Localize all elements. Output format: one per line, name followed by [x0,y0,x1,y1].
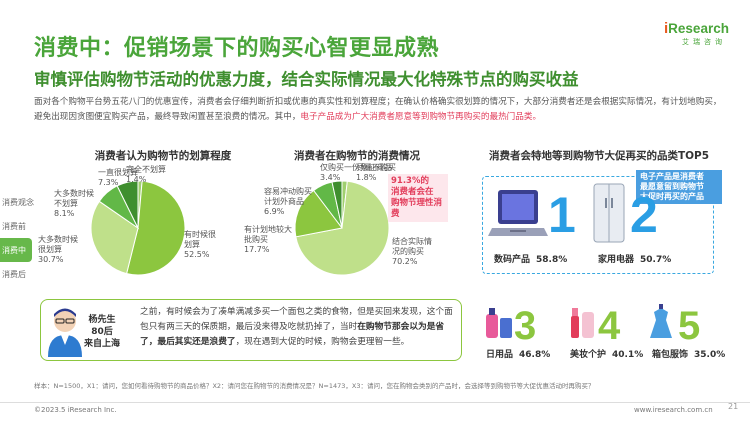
mid-annotation: 91.3%的 消费者会在 购物节理性消费 [388,174,448,222]
left-label-mostly-not: 大多数时候不划算 8.1% [54,189,94,218]
sidebar-item-before[interactable]: 消费前 [2,221,26,231]
site-url: www.iresearch.com.cn [634,406,713,414]
left-value-sometimes: 52.5 [184,250,202,259]
pie-slice-3 [331,180,343,229]
left-value-mostly-not: 8.1 [54,209,67,218]
top5-label-2: 家用电器 [598,255,635,265]
daily-goods-icon [486,308,512,338]
top5-value-4: 40.1% [612,350,644,360]
left-label-sometimes: 有时候很划算 52.5% [184,230,216,259]
page-title: 消费中：促销场景下的购买心智更显成熟 [34,36,440,61]
top5-value-1: 58.8% [536,255,568,265]
mid-label-symbolic: 仅购买一份象征商品 3.4% [320,163,392,182]
clothing-icon [650,304,672,338]
footnote: 样本：N=1500，X1：请问，您如何看待购物节的商品价格？X2：请问您在购物节… [34,382,595,390]
mid-annotation-line1: 91.3%的 [391,176,429,186]
top5-label-5: 箱包服饰 [652,350,689,360]
mid-value-planned: 17.7 [244,245,262,254]
iresearch-logo: iResearch 艾瑞咨询 [664,18,729,47]
laptop-icon [488,190,548,236]
footer-divider [0,402,750,403]
mid-label-avoid: 尽量不购买 1.8% [356,163,396,182]
top5-callout: 电子产品是消费者 最愿意留到购物节 大促时再买的产品 [636,170,722,204]
top5-label-1: 数码产品 [494,255,531,265]
beauty-icon [571,308,594,338]
pie-slice-1 [90,200,139,275]
page-subtitle: 审慎评估购物节活动的优惠力度，结合实际情况最大化特殊节点的购买收益 [34,70,579,89]
logo-cn-text: 艾瑞咨询 [682,38,726,46]
right-chart-title: 消费者会特地等到购物节大促再买的品类TOP5 [488,150,710,162]
intro-paragraph: 面对各个购物平台势五花八门的优惠宣传，消费者会仔细判断折扣或优惠的真实性和划算程… [34,95,722,125]
rank-1: 1 [548,187,576,243]
persona-name: 杨先生 [88,315,116,325]
mid-value-symbolic: 3.4 [320,173,333,182]
sidebar-item-during[interactable]: 消费中 [0,238,32,262]
rank-4: 4 [598,304,621,348]
mid-pie-chart [294,180,390,276]
copyright: ©2023.5 iResearch Inc. [34,406,117,414]
top5-item-2: 家用电器 50.7% [598,252,671,265]
top5-item-5: 箱包服饰 35.0% [652,347,725,360]
pie-slice-1 [294,189,343,238]
intro-text-1: 面对各个购物平台势五花八门的优惠宣传，消费者会仔细判断折扣或优惠的真实性和划算程… [34,97,636,107]
sidebar-item-after[interactable]: 消费后 [2,269,26,279]
quote-box [40,299,462,361]
mid-label-practical: 结合实际情况的购买 70.2% [392,237,432,266]
logo-brand-i: i [664,20,669,37]
quote-text: 之前，有时候会为了凑单满减多买一个面包之类的食物，但是买回来发现，这个面包只有两… [140,305,456,350]
intro-text-2: 情况，有计划地购买，避免出现因贪图便宜购买产品，最终导致闲置甚至浪费的情况。其中… [34,97,722,122]
callout-line1: 电子产品是消费者 [640,172,704,181]
sidebar-item-values[interactable]: 消费观念 [2,197,34,207]
fridge-icon [593,183,625,243]
top5-value-2: 50.7% [640,255,672,265]
sidebar-nav: 消费观念 消费前 消费中 消费后 [0,190,34,286]
top5-value-5: 35.0% [694,350,726,360]
mid-annotation-line2: 消费者会在 [391,187,434,197]
logo-brand-research: Research [668,21,729,36]
persona-avatar-icon [48,308,82,357]
persona-age: 80后 [91,327,113,337]
pie-slice-3 [116,180,139,229]
persona-city: 来自上海 [84,339,121,349]
top5-value-3: 46.8% [519,350,551,360]
left-label-always: 一直很划算 7.3% [98,168,138,187]
mid-label-impulse: 容易冲动购买计划外商品 6.9% [264,187,312,216]
rank-2: 2 [630,187,658,243]
mid-annotation-line3: 购物节理性消费 [391,198,443,219]
top5-label-3: 日用品 [486,350,514,360]
quote-text-bold: 在购物节那会以为是省了，最后其实还是浪费了 [140,322,445,347]
top5-item-1: 数码产品 58.8% [494,252,567,265]
quote-text-2: ，现在遇到大促的时候，购物会更理智一些。 [235,337,410,347]
pie-slice-0 [125,180,186,276]
mid-value-impulse: 6.9 [264,207,277,216]
mid-label-planned: 有计划地较大批购买 17.7% [244,225,292,254]
quote-text-1: 之前，有时候会为了凑单满减多买一个面包之类的食物，但是买回来发现，这个面包只有两… [140,307,453,332]
mid-chart-title: 消费者在购物节的消费情况 [294,150,420,162]
left-label-never: 完全不划算 1.4% [126,165,166,184]
page-number: 21 [728,402,739,411]
persona-info: 杨先生 80后 来自上海 [84,314,120,350]
callout-line3: 大促时再买的产品 [640,192,704,201]
top5-frame [482,176,714,274]
left-value-mostly: 30.7 [38,255,56,264]
left-value-always: 7.3 [98,178,111,187]
top5-item-4: 美妆个护 40.1% [570,347,643,360]
left-chart-title: 消费者认为购物节的划算程度 [94,150,232,162]
mid-value-practical: 70.2 [392,257,410,266]
rank-5: 5 [678,304,701,348]
top5-item-3: 日用品 46.8% [486,347,550,360]
top5-label-4: 美妆个护 [570,350,607,360]
left-label-mostly: 大多数时候很划算 30.7% [38,235,78,264]
rank-3: 3 [514,304,537,348]
left-value-never: 1.4 [126,175,139,184]
intro-highlight: 电子产品成为广大消费者愿意等到购物节再购买的最热门品类。 [300,112,542,122]
left-pie-chart [90,180,186,276]
callout-line2: 最愿意留到购物节 [640,182,704,191]
mid-value-avoid: 1.8 [356,173,369,182]
